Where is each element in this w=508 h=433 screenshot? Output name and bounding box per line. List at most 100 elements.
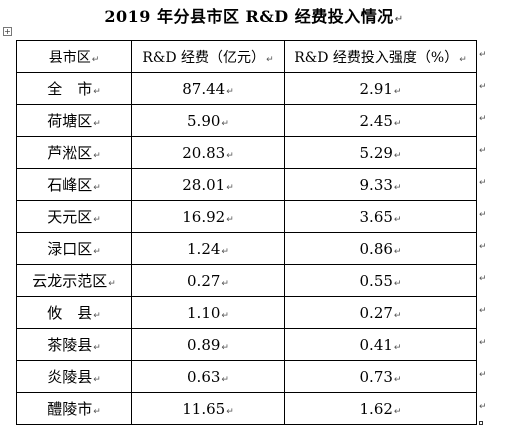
paragraph-mark-icon: ↵ <box>221 374 229 385</box>
table-row: 茶陵县↵ 0.89↵ 0.41↵ <box>16 328 477 361</box>
row-end-mark-icon: ↵ <box>479 82 487 92</box>
table-header-row: 县市区↵ R&D 经费（亿元）↵ R&D 经费投入强度（%）↵ <box>16 40 477 73</box>
header-cell-rd-funding: R&D 经费（亿元）↵ <box>131 40 285 73</box>
row-end-mark-icon: ↵ <box>479 146 487 156</box>
rd-intensity-cell: 9.33↵ <box>284 168 477 201</box>
paragraph-mark-icon: ↵ <box>393 86 402 97</box>
rd-expenditure-table: 县市区↵ R&D 经费（亿元）↵ R&D 经费投入强度（%）↵ 全 市↵ 87.4… <box>16 40 477 425</box>
rd-funding-cell: 87.44↵ <box>131 72 285 105</box>
district-cell: 云龙示范区↵ <box>16 264 132 297</box>
district-cell: 攸 县↵ <box>16 296 132 329</box>
table-row: 天元区↵ 16.92↵ 3.65↵ <box>16 200 477 233</box>
rd-intensity-cell: 5.29↵ <box>284 136 477 169</box>
paragraph-mark-icon: ↵ <box>393 150 402 161</box>
table-row: 全 市↵ 87.44↵ 2.91↵ <box>16 72 477 105</box>
table-move-handle-icon[interactable]: + <box>3 27 12 36</box>
paragraph-mark-icon: ↵ <box>393 182 402 193</box>
document-title: 2019 年分县市区 R&D 经费投入情况↵ <box>0 6 508 31</box>
rd-funding-cell: 28.01↵ <box>131 168 285 201</box>
paragraph-mark-icon: ↵ <box>394 14 404 25</box>
paragraph-mark-icon: ↵ <box>393 342 402 353</box>
table-row: 荷塘区↵ 5.90↵ 2.45↵ <box>16 104 477 137</box>
rd-intensity-cell: 0.73↵ <box>284 360 477 393</box>
rd-intensity-cell: 0.86↵ <box>284 232 477 265</box>
paragraph-mark-icon: ↵ <box>93 343 101 353</box>
row-end-mark-icon: ↵ <box>479 210 487 220</box>
paragraph-mark-icon: ↵ <box>108 279 116 289</box>
table-row: 芦淞区↵ 20.83↵ 5.29↵ <box>16 136 477 169</box>
district-cell: 芦淞区↵ <box>16 136 132 169</box>
row-end-mark-icon: ↵ <box>479 178 487 188</box>
paragraph-mark-icon: ↵ <box>221 118 229 129</box>
paragraph-mark-icon: ↵ <box>93 407 101 417</box>
paragraph-mark-icon: ↵ <box>393 118 402 129</box>
paragraph-mark-icon: ↵ <box>221 278 229 289</box>
row-end-mark-icon: ↵ <box>479 274 487 284</box>
rd-funding-cell: 1.10↵ <box>131 296 285 329</box>
rd-intensity-cell: 3.65↵ <box>284 200 477 233</box>
paragraph-mark-icon: ↵ <box>226 150 234 161</box>
table-row: 攸 县↵ 1.10↵ 0.27↵ <box>16 296 477 329</box>
paragraph-mark-icon: ↵ <box>226 406 234 417</box>
rd-funding-cell: 16.92↵ <box>131 200 285 233</box>
paragraph-mark-icon: ↵ <box>93 215 101 225</box>
paragraph-mark-icon: ↵ <box>393 406 402 417</box>
row-end-mark-icon: ↵ <box>479 242 487 252</box>
row-end-mark-icon: ↵ <box>479 402 487 412</box>
district-cell: 炎陵县↵ <box>16 360 132 393</box>
header-cell-rd-intensity: R&D 经费投入强度（%）↵ <box>284 40 477 73</box>
paragraph-mark-icon: ↵ <box>266 54 274 65</box>
rd-intensity-cell: 0.27↵ <box>284 296 477 329</box>
rd-funding-cell: 1.24↵ <box>131 232 285 265</box>
row-end-mark-icon: ↵ <box>479 338 487 348</box>
rd-funding-cell: 5.90↵ <box>131 104 285 137</box>
rd-funding-cell: 0.27↵ <box>131 264 285 297</box>
rd-intensity-cell: 0.41↵ <box>284 328 477 361</box>
table-row: 石峰区↵ 28.01↵ 9.33↵ <box>16 168 477 201</box>
district-cell: 石峰区↵ <box>16 168 132 201</box>
paragraph-mark-icon: ↵ <box>93 119 101 129</box>
paragraph-mark-icon: ↵ <box>226 182 234 193</box>
district-cell: 渌口区↵ <box>16 232 132 265</box>
table-row: 炎陵县↵ 0.63↵ 0.73↵ <box>16 360 477 393</box>
paragraph-mark-icon: ↵ <box>93 151 101 161</box>
rd-funding-cell: 20.83↵ <box>131 136 285 169</box>
row-end-mark-icon: ↵ <box>479 50 487 60</box>
paragraph-mark-icon: ↵ <box>393 310 402 321</box>
district-cell: 天元区↵ <box>16 200 132 233</box>
paragraph-mark-icon: ↵ <box>93 311 101 321</box>
rd-intensity-cell: 1.62↵ <box>284 392 477 425</box>
district-cell: 全 市↵ <box>16 72 132 105</box>
paragraph-mark-icon: ↵ <box>221 342 229 353</box>
district-cell: 醴陵市↵ <box>16 392 132 425</box>
table-row: 云龙示范区↵ 0.27↵ 0.55↵ <box>16 264 477 297</box>
rd-intensity-cell: 2.91↵ <box>284 72 477 105</box>
row-end-mark-icon: ↵ <box>479 306 487 316</box>
rd-intensity-cell: 2.45↵ <box>284 104 477 137</box>
rd-funding-cell: 0.89↵ <box>131 328 285 361</box>
paragraph-mark-icon: ↵ <box>221 310 229 321</box>
header-cell-district: 县市区↵ <box>16 40 132 73</box>
rd-funding-cell: 0.63↵ <box>131 360 285 393</box>
paragraph-mark-icon: ↵ <box>459 54 467 65</box>
paragraph-mark-icon: ↵ <box>393 214 402 225</box>
paragraph-mark-icon: ↵ <box>226 214 234 225</box>
paragraph-mark-icon: ↵ <box>93 87 101 97</box>
paragraph-mark-icon: ↵ <box>93 247 101 257</box>
rd-intensity-cell: 0.55↵ <box>284 264 477 297</box>
paragraph-mark-icon: ↵ <box>393 374 402 385</box>
district-cell: 茶陵县↵ <box>16 328 132 361</box>
row-end-mark-icon: ↵ <box>479 114 487 124</box>
document-end-mark-icon <box>479 418 483 428</box>
table-row: 渌口区↵ 1.24↵ 0.86↵ <box>16 232 477 265</box>
district-cell: 荷塘区↵ <box>16 104 132 137</box>
title-text: 2019 年分县市区 R&D 经费投入情况 <box>104 7 394 26</box>
paragraph-mark-icon: ↵ <box>91 54 100 65</box>
row-end-mark-icon: ↵ <box>479 370 487 380</box>
paragraph-mark-icon: ↵ <box>226 86 234 97</box>
rd-funding-cell: 11.65↵ <box>131 392 285 425</box>
table-row: 醴陵市↵ 11.65↵ 1.62↵ <box>16 392 477 425</box>
paragraph-mark-icon: ↵ <box>93 375 101 385</box>
paragraph-mark-icon: ↵ <box>93 183 101 193</box>
paragraph-mark-icon: ↵ <box>393 246 402 257</box>
